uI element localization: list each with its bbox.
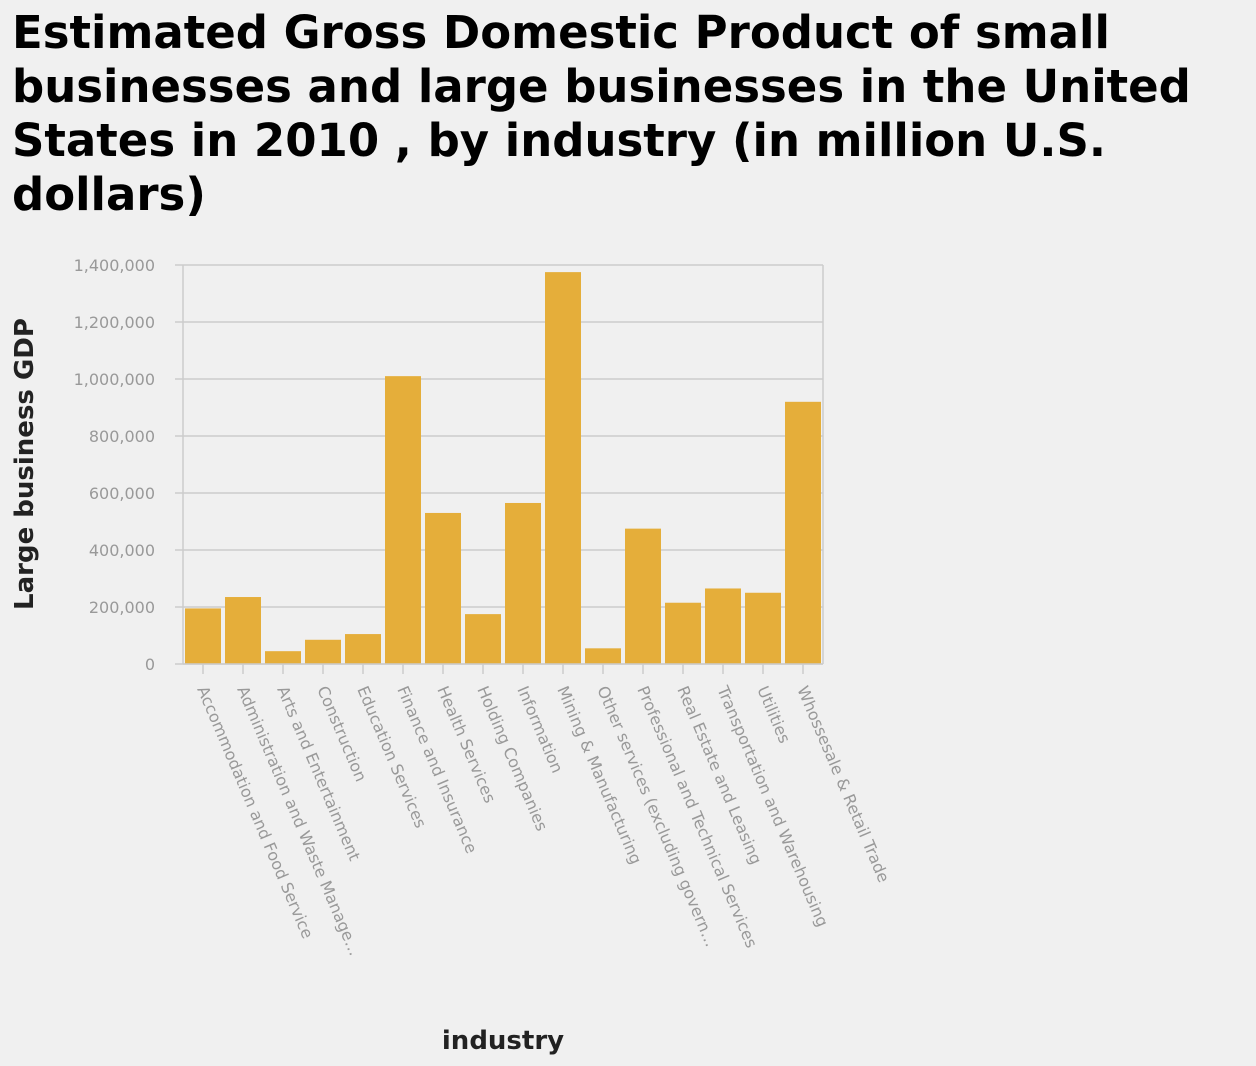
x-tick-label: Utilities	[753, 683, 794, 746]
y-tick-label: 600,000	[89, 484, 155, 503]
bar	[305, 639, 341, 664]
bar	[345, 634, 381, 664]
axes	[175, 264, 824, 674]
x-axis-title: industry	[442, 1026, 564, 1056]
x-tick-label: Whossesale & Retail Trade	[793, 683, 893, 885]
bar	[625, 528, 661, 664]
bar	[185, 608, 221, 664]
x-tick-labels: Accommodation and Food ServiceAdministra…	[193, 682, 893, 958]
y-tick-label: 200,000	[89, 598, 155, 617]
chart-title: Estimated Gross Domestic Product of smal…	[12, 6, 1191, 221]
y-tick-label: 800,000	[89, 427, 155, 446]
bar	[465, 614, 501, 664]
bar	[425, 512, 461, 664]
y-tick-labels: 0 200,000 400,000 600,000 800,000 1,000,000 1,…	[74, 256, 155, 674]
y-tick-label: 1,000,000	[74, 370, 155, 389]
bar	[585, 648, 621, 664]
bar	[225, 597, 261, 664]
bars	[185, 272, 821, 664]
y-axis-title: Large business GDP	[10, 318, 40, 610]
bar	[505, 502, 541, 664]
bar	[785, 401, 821, 664]
bar	[385, 376, 421, 664]
bar	[545, 272, 581, 664]
bar	[705, 588, 741, 664]
bar	[265, 651, 301, 664]
y-tick-label: 400,000	[89, 541, 155, 560]
y-tick-label: 1,400,000	[74, 256, 155, 275]
bar	[745, 592, 781, 664]
bar	[665, 602, 701, 664]
y-tick-label: 1,200,000	[74, 313, 155, 332]
y-tick-label: 0	[145, 655, 155, 674]
